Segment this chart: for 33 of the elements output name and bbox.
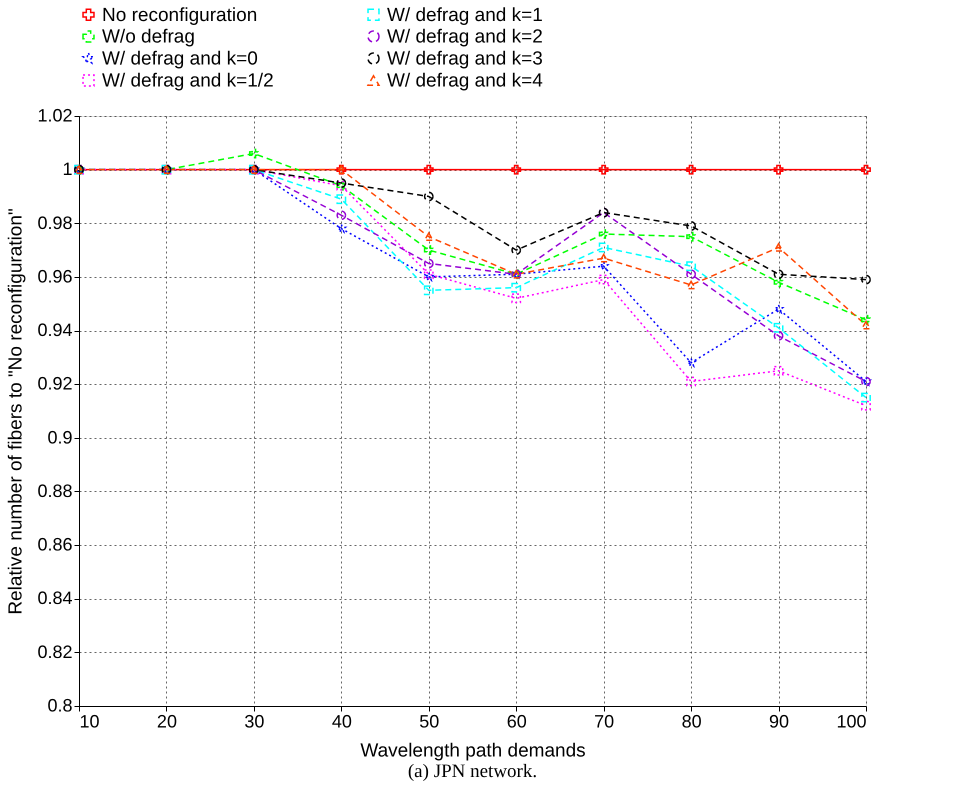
y-tick-label: 0.88 — [37, 480, 72, 501]
x-tick-label: 100 — [836, 712, 866, 732]
y-axis-title: Relative number of fibers to "No reconfiguration" — [5, 208, 26, 615]
x-tick-label: 90 — [769, 712, 790, 732]
x-tick-label: 10 — [80, 712, 100, 732]
x-axis-title: Wavelength path demands — [360, 740, 586, 762]
legend-label: W/ defrag and k=4 — [387, 70, 544, 92]
y-tick-label: 1 — [62, 159, 72, 180]
legend-label: W/o defrag — [102, 26, 195, 48]
x-tick-label: 50 — [419, 712, 440, 732]
y-tick-label: 0.84 — [37, 588, 72, 608]
x-tick-label: 70 — [594, 712, 614, 732]
legend-label: W/ defrag and k=1/2 — [102, 70, 274, 92]
legend-label: W/ defrag and k=0 — [102, 48, 258, 70]
legend-label: W/ defrag and k=2 — [387, 26, 543, 48]
y-tick-label: 0.86 — [37, 534, 72, 555]
x-tick-label: 40 — [332, 712, 352, 732]
legend-label: W/ defrag and k=3 — [387, 48, 543, 70]
legend-label: W/ defrag and k=1 — [387, 4, 543, 26]
y-tick-label: 0.92 — [37, 374, 72, 394]
y-tick-label: 0.96 — [37, 266, 72, 286]
x-tick-label: 80 — [682, 712, 702, 732]
x-tick-label: 60 — [506, 712, 527, 732]
y-tick-label: 1.02 — [37, 106, 72, 126]
x-tick-label: 30 — [244, 712, 264, 732]
x-tick-label: 20 — [156, 712, 177, 732]
y-tick-label: 0.82 — [37, 642, 72, 662]
y-tick-label: 0.8 — [47, 696, 72, 716]
legend-label: No reconfiguration — [102, 4, 258, 26]
text: (a) JPN network. — [408, 761, 538, 782]
y-tick-label: 0.9 — [47, 427, 72, 448]
y-tick-label: 0.98 — [37, 212, 72, 233]
y-tick-label: 0.94 — [37, 320, 72, 340]
